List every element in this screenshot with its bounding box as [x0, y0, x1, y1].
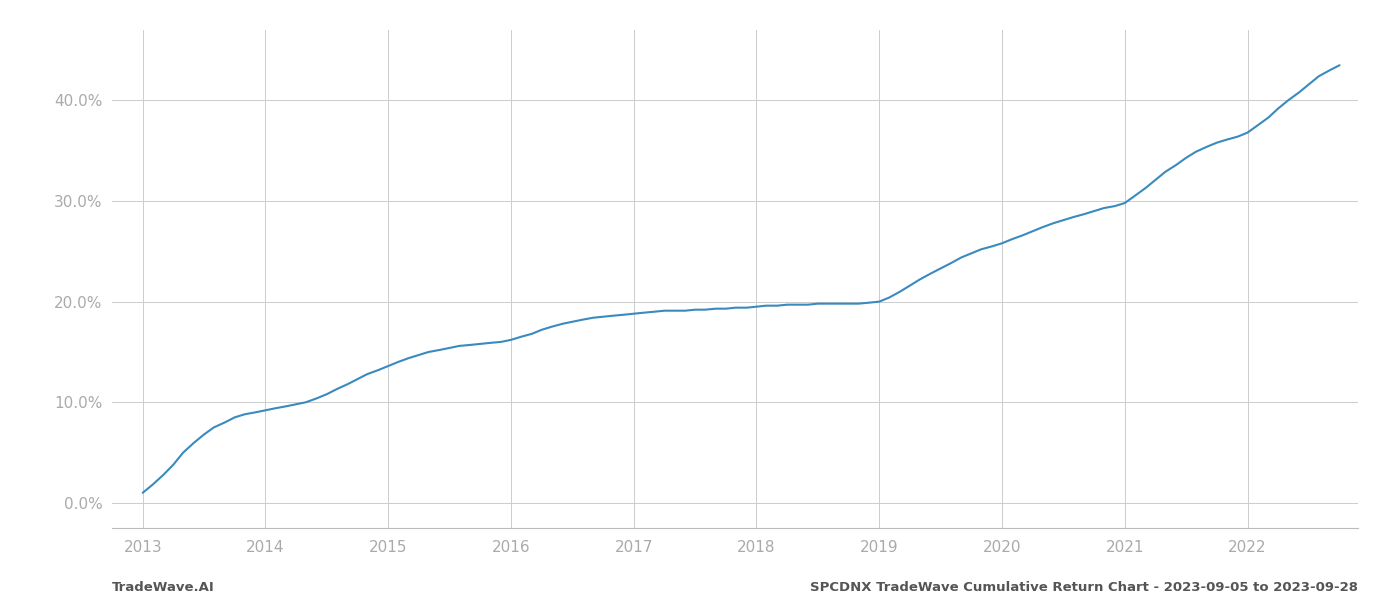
Text: SPCDNX TradeWave Cumulative Return Chart - 2023-09-05 to 2023-09-28: SPCDNX TradeWave Cumulative Return Chart… — [811, 581, 1358, 594]
Text: TradeWave.AI: TradeWave.AI — [112, 581, 214, 594]
